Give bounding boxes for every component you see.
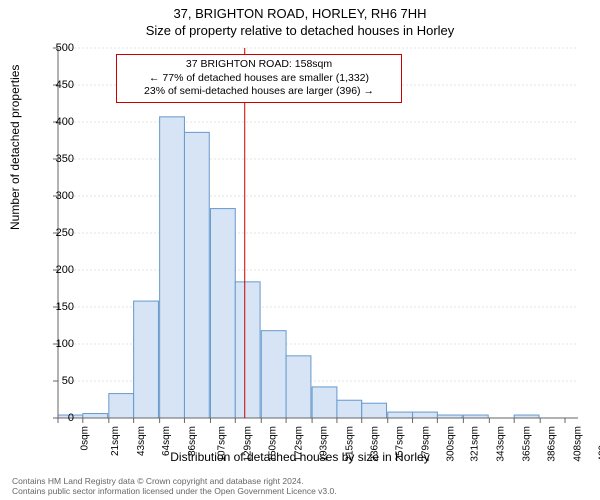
- y-tick-label: 250: [34, 227, 74, 239]
- y-tick-label: 150: [34, 301, 74, 313]
- annotation-line-1: 37 BRIGHTON ROAD: 158sqm: [123, 58, 395, 72]
- y-tick-label: 400: [34, 116, 74, 128]
- footer-line-1: Contains HM Land Registry data © Crown c…: [12, 476, 337, 486]
- footer-line-2: Contains public sector information licen…: [12, 486, 337, 496]
- y-tick-label: 100: [34, 338, 74, 350]
- x-tick-label: 0sqm: [79, 426, 90, 450]
- x-axis-label: Distribution of detached houses by size …: [0, 450, 600, 464]
- annotation-box: 37 BRIGHTON ROAD: 158sqm ← 77% of detach…: [116, 54, 402, 103]
- annotation-line-3: 23% of semi-detached houses are larger (…: [123, 85, 395, 99]
- footer-attribution: Contains HM Land Registry data © Crown c…: [12, 476, 337, 496]
- chart-container: 37, BRIGHTON ROAD, HORLEY, RH6 7HH Size …: [0, 0, 600, 500]
- annotation-line-2: ← 77% of detached houses are smaller (1,…: [123, 72, 395, 86]
- y-tick-label: 450: [34, 79, 74, 91]
- y-tick-label: 50: [34, 375, 74, 387]
- y-tick-label: 350: [34, 153, 74, 165]
- y-tick-label: 200: [34, 264, 74, 276]
- y-tick-label: 500: [34, 42, 74, 54]
- y-tick-label: 300: [34, 190, 74, 202]
- y-tick-label: 0: [34, 412, 74, 424]
